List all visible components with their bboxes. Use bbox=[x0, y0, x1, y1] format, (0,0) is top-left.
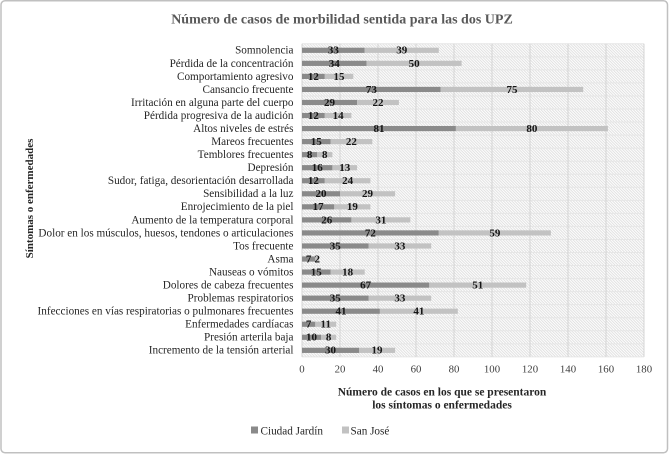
svg-text:Dolores de cabeza frecuentes: Dolores de cabeza frecuentes bbox=[163, 280, 294, 292]
svg-text:26: 26 bbox=[321, 214, 333, 226]
svg-text:67: 67 bbox=[360, 280, 372, 292]
svg-text:33: 33 bbox=[394, 240, 406, 252]
svg-text:Nauseas o vómitos: Nauseas o vómitos bbox=[209, 266, 294, 278]
svg-text:8: 8 bbox=[326, 332, 332, 344]
svg-text:Irritación en alguna parte del: Irritación en alguna parte del cuerpo bbox=[131, 97, 294, 109]
svg-text:Somnolencia: Somnolencia bbox=[235, 45, 293, 57]
svg-text:180: 180 bbox=[636, 364, 652, 376]
svg-text:Dolor en los músculos, huesos,: Dolor en los músculos, huesos, tendones … bbox=[38, 227, 293, 239]
svg-text:Cansancio frecuente: Cansancio frecuente bbox=[202, 84, 293, 96]
svg-text:20: 20 bbox=[316, 188, 328, 200]
svg-text:8: 8 bbox=[322, 149, 328, 161]
svg-text:0: 0 bbox=[299, 364, 304, 376]
svg-text:Aumento de la temperatura corp: Aumento de la temperatura corporal bbox=[131, 214, 293, 226]
svg-text:22: 22 bbox=[346, 136, 358, 148]
svg-text:los síntomas o enfermedades: los síntomas o enfermedades bbox=[372, 400, 512, 412]
svg-text:31: 31 bbox=[375, 214, 386, 226]
svg-text:Comportamiento agresivo: Comportamiento agresivo bbox=[177, 71, 294, 83]
svg-text:75: 75 bbox=[506, 84, 518, 96]
svg-text:Ciudad Jardín: Ciudad Jardín bbox=[261, 426, 324, 438]
svg-text:29: 29 bbox=[324, 97, 336, 109]
svg-text:Pérdida progresiva de la audic: Pérdida progresiva de la audición bbox=[144, 110, 294, 122]
svg-text:15: 15 bbox=[311, 136, 323, 148]
svg-text:8: 8 bbox=[307, 149, 313, 161]
svg-text:Presión arterila baja: Presión arterila baja bbox=[204, 332, 293, 344]
svg-text:16: 16 bbox=[312, 162, 324, 174]
svg-text:Problemas respiratorios: Problemas respiratorios bbox=[188, 293, 294, 305]
svg-text:24: 24 bbox=[342, 175, 354, 187]
svg-text:Mareos frecuentes: Mareos frecuentes bbox=[211, 136, 293, 148]
svg-text:12: 12 bbox=[308, 175, 320, 187]
svg-text:Número de casos de morbilidad: Número de casos de morbilidad sentida pa… bbox=[171, 13, 513, 28]
svg-text:41: 41 bbox=[413, 306, 424, 318]
svg-text:Enrojecimiento de la piel: Enrojecimiento de la piel bbox=[181, 201, 294, 213]
svg-text:50: 50 bbox=[409, 58, 421, 70]
svg-text:Síntomas o enfermedades: Síntomas o enfermedades bbox=[24, 138, 36, 258]
svg-text:Número de casos en los que se: Número de casos en los que se presentaro… bbox=[338, 387, 547, 399]
svg-text:41: 41 bbox=[335, 306, 346, 318]
svg-text:40: 40 bbox=[373, 364, 384, 376]
svg-text:15: 15 bbox=[334, 71, 346, 83]
svg-text:Sudor, fatiga, desorientación: Sudor, fatiga, desorientación desarrolla… bbox=[108, 175, 294, 187]
svg-text:Temblores frecuentes: Temblores frecuentes bbox=[198, 149, 294, 161]
svg-text:59: 59 bbox=[489, 227, 501, 239]
svg-text:San José: San José bbox=[351, 426, 390, 438]
svg-text:33: 33 bbox=[394, 293, 406, 305]
svg-text:140: 140 bbox=[560, 364, 576, 376]
svg-text:33: 33 bbox=[328, 45, 340, 57]
svg-text:Depresión: Depresión bbox=[248, 162, 294, 174]
svg-text:30: 30 bbox=[325, 345, 337, 357]
svg-text:81: 81 bbox=[373, 123, 384, 135]
svg-text:Pérdida de la concentración: Pérdida de la concentración bbox=[170, 58, 294, 70]
svg-text:80: 80 bbox=[526, 123, 538, 135]
svg-text:39: 39 bbox=[396, 45, 408, 57]
svg-text:Asma: Asma bbox=[267, 253, 293, 265]
svg-text:35: 35 bbox=[330, 240, 342, 252]
svg-text:34: 34 bbox=[329, 58, 341, 70]
svg-text:35: 35 bbox=[330, 293, 342, 305]
svg-text:2: 2 bbox=[314, 253, 320, 265]
svg-text:29: 29 bbox=[362, 188, 374, 200]
svg-text:22: 22 bbox=[373, 97, 385, 109]
svg-text:20: 20 bbox=[335, 364, 346, 376]
svg-text:100: 100 bbox=[484, 364, 500, 376]
svg-text:19: 19 bbox=[372, 345, 384, 357]
svg-text:18: 18 bbox=[342, 266, 354, 278]
svg-text:7: 7 bbox=[306, 253, 312, 265]
svg-text:11: 11 bbox=[321, 319, 331, 331]
svg-text:72: 72 bbox=[365, 227, 377, 239]
svg-text:12: 12 bbox=[308, 71, 320, 83]
svg-text:17: 17 bbox=[313, 201, 325, 213]
svg-text:73: 73 bbox=[366, 84, 378, 96]
svg-text:Sensibilidad a la luz: Sensibilidad a la luz bbox=[203, 188, 293, 200]
svg-text:13: 13 bbox=[339, 162, 351, 174]
svg-text:19: 19 bbox=[347, 201, 359, 213]
svg-text:15: 15 bbox=[311, 266, 323, 278]
svg-text:Tos frecuente: Tos frecuente bbox=[233, 240, 293, 252]
svg-text:160: 160 bbox=[598, 364, 614, 376]
svg-text:10: 10 bbox=[306, 332, 318, 344]
svg-text:120: 120 bbox=[522, 364, 538, 376]
svg-text:Incremento de la tensión arter: Incremento de la tensión arterial bbox=[149, 345, 294, 357]
svg-text:60: 60 bbox=[411, 364, 422, 376]
svg-text:7: 7 bbox=[306, 319, 312, 331]
svg-text:12: 12 bbox=[308, 110, 320, 122]
svg-text:Enfermedades cardíacas: Enfermedades cardíacas bbox=[185, 319, 293, 331]
svg-text:14: 14 bbox=[333, 110, 345, 122]
svg-text:51: 51 bbox=[472, 280, 483, 292]
svg-text:80: 80 bbox=[449, 364, 460, 376]
svg-text:Infecciones en vías respirator: Infecciones en vías respiratorias o pulm… bbox=[38, 306, 294, 318]
svg-text:Altos niveles de estrés: Altos niveles de estrés bbox=[193, 123, 293, 135]
